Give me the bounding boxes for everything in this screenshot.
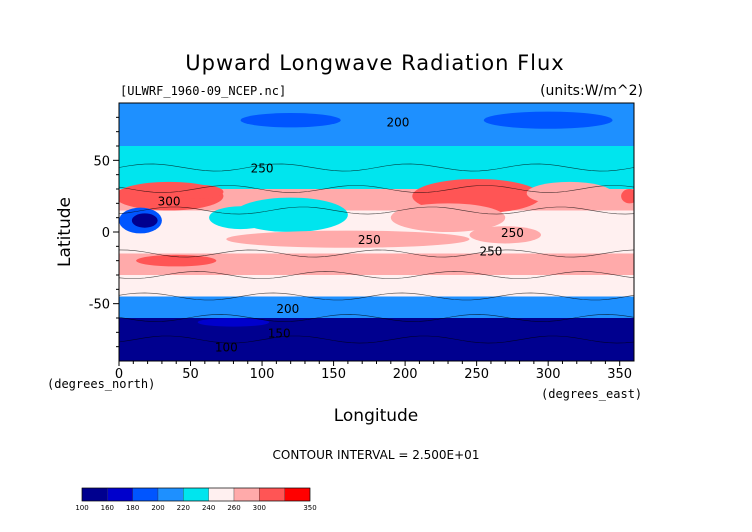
y-axis: -50 0 50	[89, 116, 119, 348]
x-tick-label: 50	[182, 367, 199, 382]
chart-title: Upward Longwave Radiation Flux	[185, 51, 564, 75]
y-axis-label: Latitude	[55, 197, 75, 267]
contour-label: 100	[215, 341, 238, 355]
field-feature	[131, 213, 158, 228]
colorbar-tick-label: 350	[303, 504, 316, 512]
colorbar-tick-label: 240	[202, 504, 215, 512]
contour-label: 250	[479, 245, 502, 259]
contour-line	[119, 185, 634, 193]
colorbar: 100 160 180 200 220 240 260 300 350	[75, 487, 317, 512]
y-units-label: (degrees_north)	[47, 377, 155, 391]
colorbar-swatch	[183, 487, 209, 502]
field-feature	[136, 254, 217, 267]
x-tick-label: 300	[536, 367, 561, 382]
colorbar-frame	[81, 487, 311, 502]
field-band	[119, 253, 634, 275]
source-label: [ULWRF_1960-09_NCEP.nc]	[120, 84, 286, 98]
contour-line	[119, 292, 634, 301]
colorbar-tick-label: 220	[177, 504, 190, 512]
field-feature	[621, 189, 634, 204]
contour-line	[119, 163, 634, 172]
contour-lines	[119, 163, 634, 344]
contour-label: 300	[158, 194, 181, 208]
colorbar-swatch	[259, 487, 285, 502]
colorbar-tick-label: 200	[151, 504, 164, 512]
contour-label: 150	[268, 326, 291, 340]
y-tick-label: -50	[89, 298, 110, 313]
plot-area	[119, 103, 634, 361]
colorbar-tick-label: 300	[253, 504, 266, 512]
field-feature	[390, 203, 506, 233]
field-feature	[171, 184, 224, 200]
contour-line	[119, 249, 634, 258]
colorbar-swatch	[233, 487, 260, 502]
x-axis-label: Longitude	[334, 406, 419, 426]
colorbar-swatch	[81, 487, 108, 502]
colorbar-tick-label: 100	[75, 504, 88, 512]
field-feature	[233, 197, 348, 232]
contour-line	[119, 271, 634, 279]
units-label: (units:W/m^2)	[540, 83, 643, 99]
contour-interval-label: CONTOUR INTERVAL = 2.500E+01	[273, 448, 480, 462]
colorbar-tick-label: 260	[227, 504, 240, 512]
field-feature	[483, 111, 613, 129]
y-tick-label: 50	[93, 154, 110, 169]
colorbar-tick-label: 160	[101, 504, 114, 512]
contour-line	[119, 206, 634, 215]
x-units-label: (degrees_east)	[541, 387, 642, 401]
field-band	[119, 275, 634, 297]
y-tick-label: 0	[102, 226, 110, 241]
contour-line	[119, 335, 634, 344]
colorbar-tick-label: 180	[126, 504, 139, 512]
field-feature	[197, 318, 270, 327]
field-feature	[469, 226, 542, 244]
contour-labels: 200 250 300 250 250 250 200 150 100	[158, 116, 524, 355]
field-feature	[240, 113, 341, 128]
x-axis: 0 50 100 150 200 250 300 350	[115, 361, 632, 382]
x-tick-label: 350	[607, 367, 632, 382]
colorbar-swatch	[107, 487, 133, 502]
field-feature	[526, 181, 613, 205]
x-tick-label: 0	[115, 367, 123, 382]
field-feature	[226, 230, 470, 248]
contour-label: 200	[276, 302, 299, 316]
colorbar-swatch	[157, 487, 184, 502]
colorbar-swatch	[132, 487, 159, 502]
contour-label: 250	[501, 226, 524, 240]
contour-label: 250	[251, 162, 274, 176]
contour-label: 200	[387, 116, 410, 130]
colorbar-swatch	[284, 487, 311, 502]
x-tick-label: 200	[393, 367, 418, 382]
x-tick-label: 150	[321, 367, 346, 382]
colorbar-swatch	[208, 487, 235, 502]
contour-line	[119, 314, 634, 322]
contour-label: 250	[358, 233, 381, 247]
x-tick-label: 100	[250, 367, 275, 382]
field-band	[119, 296, 634, 318]
x-tick-label: 250	[464, 367, 489, 382]
